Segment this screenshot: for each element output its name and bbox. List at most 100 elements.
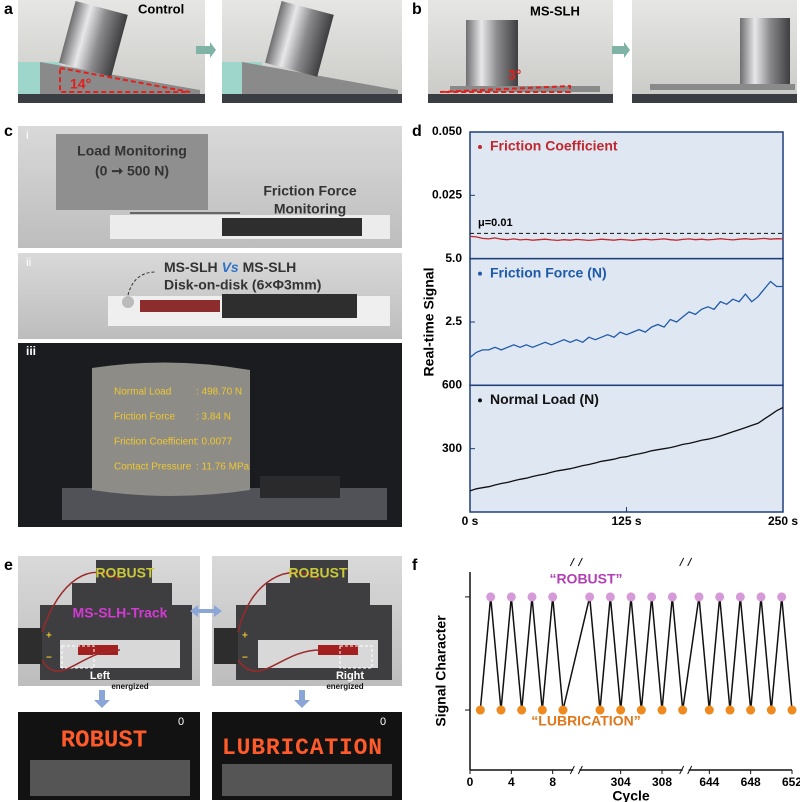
y-axis-label: Signal Character [433, 615, 449, 727]
render-text: MS-SLH Vs MS-SLH [164, 259, 296, 275]
marker [715, 592, 725, 602]
render-text: ROBUST [95, 565, 155, 581]
x-tick-label: 308 [652, 775, 672, 789]
photo-can [265, 0, 334, 77]
marker [605, 592, 615, 602]
render-box [61, 645, 95, 669]
render-battery [18, 628, 42, 664]
marker [735, 592, 745, 602]
photo-base [428, 94, 613, 103]
panel-b: b MS-SLH 3° [412, 0, 797, 103]
angle-label: 14° [70, 76, 91, 92]
marker [486, 592, 496, 602]
photo-rig [30, 760, 190, 796]
axis-break [569, 557, 583, 567]
panel-e: e + − + − ROBUST ROBUST MS-SLH-Track Lef… [4, 556, 402, 800]
marker [626, 592, 636, 602]
marker [777, 592, 787, 602]
marker [527, 592, 537, 602]
marker [517, 705, 527, 715]
marker [595, 705, 605, 715]
render-track [78, 645, 118, 655]
marker [537, 705, 547, 715]
readout-label: Friction Coefficient [114, 437, 197, 448]
render-text: ROBUST [288, 565, 348, 581]
marker [475, 705, 485, 715]
arrow [94, 690, 110, 708]
photo-ramp [40, 62, 200, 94]
render-text: energized [111, 682, 148, 691]
marker [704, 705, 714, 715]
y-tick-label: 300 [442, 441, 462, 455]
render-text: Load Monitoring [77, 143, 187, 159]
panel-a: a Control 14° [4, 0, 402, 103]
led-text: ROBUST [61, 727, 147, 754]
render-text: + [242, 631, 248, 642]
axis-break [679, 765, 693, 775]
marker [787, 705, 797, 715]
render-text: Friction Force [263, 183, 357, 199]
x-tick-label: 652 [782, 775, 800, 789]
plot-area [469, 257, 784, 387]
marker [766, 705, 776, 715]
marker [548, 592, 558, 602]
annotation: “ROBUST” [549, 571, 622, 587]
series-name: Friction Force (N) [490, 264, 607, 280]
photo-label: MS-SLH [530, 3, 580, 18]
photo-label: Control [138, 1, 184, 16]
photo-ramp [450, 86, 600, 92]
x-tick-label: 4 [508, 775, 515, 789]
y-tick-label: 0.025 [432, 188, 462, 202]
marker [694, 592, 704, 602]
marker [657, 705, 667, 715]
arrow [612, 42, 630, 58]
y-tick-label: 0.050 [432, 124, 462, 138]
series-name: Normal Load (N) [490, 391, 599, 407]
readout-value: : 11.76 MPa [196, 462, 250, 473]
y-axis-label: Real-time Signal [421, 268, 437, 377]
x-tick-label: 125 s [611, 514, 641, 528]
arrow [190, 605, 222, 617]
readout-value: : 498.70 N [196, 387, 242, 398]
marker [506, 592, 516, 602]
series-line [469, 235, 784, 242]
render-wire [41, 571, 321, 672]
photo-base [18, 94, 205, 103]
render-track [318, 645, 358, 655]
series-line [469, 280, 783, 359]
render-text: Left [90, 670, 111, 682]
counter: 0 [380, 716, 386, 728]
reference-label: μ=0.01 [478, 217, 513, 229]
photo-rig [260, 476, 340, 498]
marker [756, 592, 766, 602]
photo-base [632, 94, 797, 103]
photo-can [466, 20, 518, 86]
render-text: Monitoring [274, 201, 346, 217]
readout-value: : 0.0077 [196, 437, 233, 448]
sub-label: i [26, 128, 29, 142]
render-block [56, 134, 208, 210]
render-text: − [242, 653, 248, 664]
y-tick-label: 5.0 [445, 251, 462, 265]
angle-label: 3° [508, 67, 521, 83]
render-text: energized [326, 682, 363, 691]
marker [558, 705, 568, 715]
marker [725, 705, 735, 715]
render-text: + [46, 631, 52, 642]
x-axis-label: Cycle [612, 788, 650, 802]
plot-area [469, 131, 784, 260]
photo-ramp [242, 62, 398, 94]
x-tick-label: 0 [467, 775, 474, 789]
marker [585, 592, 595, 602]
axis-break [569, 765, 583, 775]
x-tick-label: 8 [549, 775, 556, 789]
x-tick-label: 648 [741, 775, 761, 789]
counter: 0 [178, 716, 184, 728]
marker [678, 705, 688, 715]
y-tick-label: 600 [442, 378, 462, 392]
render-text: MS-SLH [164, 259, 218, 275]
legend-marker [478, 271, 482, 276]
photo-ramp [650, 84, 795, 90]
photo-rig [222, 764, 392, 796]
